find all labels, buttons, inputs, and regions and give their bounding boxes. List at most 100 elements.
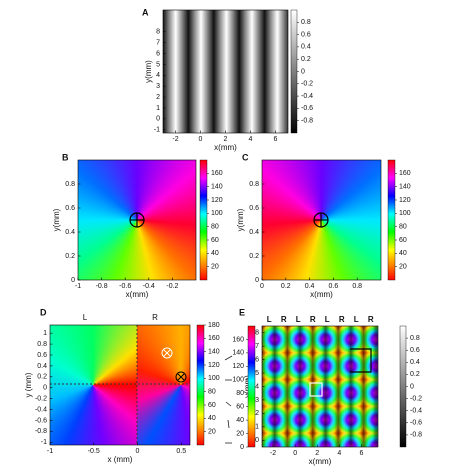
plot-frame — [261, 159, 382, 281]
top-label: L — [267, 315, 272, 324]
colorbar-tick-label: 60 — [211, 237, 219, 244]
y-tick-label: 0.6 — [65, 205, 75, 212]
colorbar-tick-label: 20 — [211, 264, 219, 271]
x-tick-label: 0.5 — [176, 448, 186, 455]
grating-image — [163, 10, 288, 133]
x-axis-label: x(mm) — [309, 457, 332, 466]
top-label: L — [325, 315, 330, 324]
x-tick-label: 0.6 — [329, 283, 339, 290]
x-tick-label: 6 — [274, 136, 278, 143]
x-tick-label: -2 — [172, 136, 178, 143]
colorbar-tick-label: -0.6 — [301, 105, 313, 112]
colorbar-tick-label: 160 — [232, 336, 244, 343]
colorbar-tick-label: -0.8 — [410, 432, 422, 439]
right-pinwheel — [137, 325, 190, 445]
x-tick-label: 0 — [260, 283, 264, 290]
panel-letter: E — [239, 307, 245, 317]
y-tick-label: -0.4 — [35, 406, 47, 413]
y-tick-label: 0 — [71, 277, 75, 284]
y-axis-label: y (mm) — [24, 372, 33, 397]
colorbar-tick-label: 40 — [399, 250, 407, 257]
y-tick-label: -1 — [41, 439, 47, 446]
y-tick-label: 7 — [156, 39, 160, 46]
pinwheel-marker — [129, 212, 329, 228]
colorbar-tick-label: 0.8 — [301, 19, 311, 26]
y-tick-label: 5 — [255, 370, 259, 377]
y-tick-label: 4 — [255, 383, 259, 390]
colorbar-tick-label: 140 — [208, 349, 220, 356]
colorbar-tick-label: 140 — [232, 350, 244, 357]
y-tick-label: 6 — [255, 356, 259, 363]
x-tick-label: -0.5 — [88, 448, 100, 455]
y-axis-label: y(mm) — [236, 208, 245, 231]
x-tick-label: -0.2 — [166, 283, 178, 290]
colorbar-tick-label: 160 — [399, 170, 411, 177]
panel-letter: D — [40, 307, 47, 317]
x-tick-label: 0.2 — [281, 283, 291, 290]
plot-frame — [49, 324, 191, 446]
x-tick-label: -1 — [75, 283, 81, 290]
x-tick-label: -2 — [270, 450, 276, 457]
colorbar-tick-label: 40 — [208, 415, 216, 422]
colorbar-tick-label: 100 — [208, 375, 220, 382]
panel-letter: A — [142, 7, 149, 17]
colorbar-tick-label: 120 — [208, 362, 220, 369]
y-tick-label: 0.6 — [37, 352, 47, 359]
y-tick-label: 0.4 — [65, 229, 75, 236]
y-tick-label: 0 — [255, 437, 259, 444]
colorbar-tick-label: 0 — [240, 444, 244, 451]
colorbar-tick-label: 160 — [211, 170, 223, 177]
colorbar-tick-label: 140 — [211, 184, 223, 191]
y-tick-label: 5 — [156, 61, 160, 68]
y-tick-label: 0.4 — [249, 229, 259, 236]
top-label: R — [310, 315, 316, 324]
plot-frame — [77, 159, 197, 281]
colorbar — [399, 325, 407, 448]
y-tick-label: 1 — [255, 424, 259, 431]
colorbar — [247, 325, 256, 448]
x-tick-label: 6 — [359, 450, 363, 457]
y-tick-label: 1 — [43, 330, 47, 337]
top-label: L — [354, 315, 359, 324]
y-tick-label: 2 — [255, 410, 259, 417]
colorbar-tick-label: -0.4 — [301, 93, 313, 100]
y-tick-label: 4 — [156, 72, 160, 79]
x-tick-label: 4 — [337, 450, 341, 457]
colorbar-tick-label: 100 — [211, 210, 223, 217]
y-tick-label: 2 — [156, 94, 160, 101]
y-axis-label: y(mm) — [144, 60, 153, 83]
y-tick-label: 0 — [43, 385, 47, 392]
colorbar-tick-label: 140 — [399, 184, 411, 191]
x-tick-label: 0 — [136, 448, 140, 455]
y-tick-label: -0.8 — [35, 428, 47, 435]
ocular-orientation-map — [262, 326, 378, 447]
y-tick-label: 0.2 — [65, 253, 75, 260]
y-tick-label: -1 — [154, 127, 160, 134]
left-pinwheel — [50, 325, 137, 445]
colorbar-tick-label: 20 — [236, 430, 244, 437]
top-label: R — [152, 313, 158, 322]
colorbar-tick-label: 0.2 — [410, 371, 420, 378]
colorbar — [196, 324, 205, 446]
colorbar-tick-label: 0.8 — [410, 335, 420, 342]
y-tick-label: 0.4 — [37, 363, 47, 370]
colorbar-tick-label: 60 — [208, 402, 216, 409]
colorbar-tick-label: 0 — [410, 383, 414, 390]
x-tick-label: -0.6 — [119, 283, 131, 290]
colorbar-tick-label: 0 — [301, 68, 305, 75]
colorbar-tick-label: 0.2 — [301, 56, 311, 63]
x-tick-label: 2 — [224, 136, 228, 143]
y-tick-label: 8 — [156, 29, 160, 36]
colorbar — [387, 159, 396, 281]
colorbar-tick-label: 0.4 — [301, 44, 311, 51]
panel-letter: C — [242, 152, 249, 162]
y-tick-label: 3 — [156, 83, 160, 90]
y-tick-label: 8 — [255, 330, 259, 337]
colorbar-tick-label: 20 — [399, 264, 407, 271]
colorbar-tick-label: 40 — [211, 250, 219, 257]
x-tick-label: 0.4 — [305, 283, 315, 290]
colorbar-tick-label: 100 — [399, 210, 411, 217]
top-label: L — [83, 313, 88, 322]
colorbar — [199, 159, 208, 281]
